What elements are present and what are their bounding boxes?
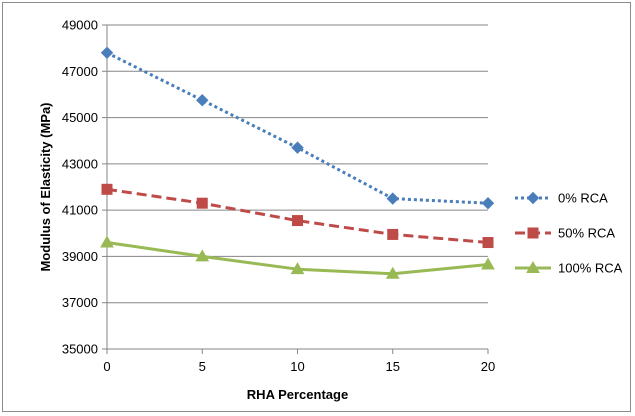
axes: 35000 37000 39000 41000 43000 45000 47000 49000… (62, 18, 495, 375)
data-point-0-2 (291, 141, 304, 154)
y-tick-label-7: 49000 (62, 18, 98, 33)
data-point-2-0 (100, 235, 114, 248)
y-tick-label-3: 41000 (62, 203, 98, 218)
legend-label-0: 0% RCA (558, 191, 608, 206)
legend-marker-0 (526, 191, 540, 205)
data-point-1-3 (387, 228, 399, 240)
y-tick-label-5: 45000 (62, 110, 98, 125)
data-point-2-4 (481, 257, 495, 270)
series-line-0 (106, 51, 489, 205)
data-point-1-4 (482, 237, 494, 249)
series-group (100, 46, 495, 279)
y-tick-label-1: 37000 (62, 295, 98, 310)
y-tick-label-0: 35000 (62, 342, 98, 357)
series-2 (100, 235, 495, 279)
x-tick-label-4: 20 (481, 359, 495, 374)
y-tick-label-2: 39000 (62, 249, 98, 264)
series-1 (101, 183, 494, 249)
legend: 0% RCA 50% RCA 100% RCA (515, 191, 623, 276)
data-point-0-0 (100, 46, 114, 59)
data-point-2-3 (385, 266, 400, 279)
x-tick-label-1: 5 (199, 359, 206, 374)
data-point-0-4 (481, 196, 495, 210)
legend-label-1: 50% RCA (558, 226, 615, 241)
x-tick-label-0: 0 (103, 359, 110, 374)
x-tick-label-3: 15 (386, 359, 400, 374)
legend-label-2: 100% RCA (558, 261, 623, 276)
series-line-1 (106, 187, 489, 244)
y-axis-title: Modulus of Elasticity (MPa) (38, 102, 53, 271)
x-axis-title: RHA Percentage (247, 387, 348, 402)
legend-marker-2 (526, 260, 540, 273)
grid-lines (107, 24, 488, 304)
legend-marker-1 (527, 227, 539, 239)
y-tick-label-4: 43000 (62, 156, 98, 171)
y-tick-label-6: 47000 (62, 64, 98, 79)
x-tick-label-2: 10 (290, 359, 304, 374)
data-point-1-2 (292, 215, 303, 227)
data-point-0-3 (386, 192, 399, 205)
legend-item-0: 0% RCA (515, 191, 608, 206)
data-point-2-2 (290, 262, 305, 275)
data-point-0-1 (196, 94, 209, 107)
series-0 (100, 46, 495, 210)
data-point-1-0 (101, 183, 113, 195)
data-point-1-1 (196, 197, 208, 209)
legend-item-2: 100% RCA (515, 261, 623, 276)
data-point-2-1 (195, 249, 210, 262)
legend-item-1: 50% RCA (515, 226, 615, 241)
